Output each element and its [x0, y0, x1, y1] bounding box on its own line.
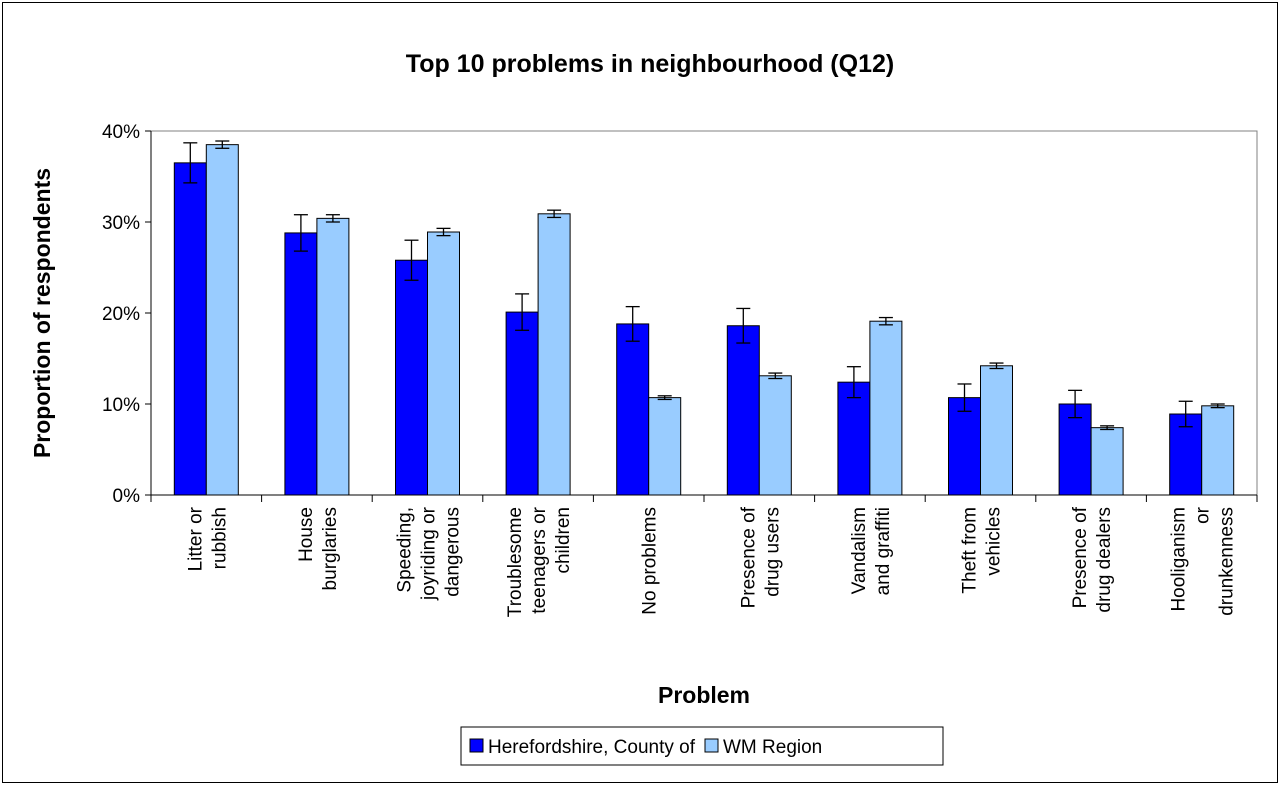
legend-swatch: [470, 739, 483, 752]
bar: [396, 260, 428, 495]
x-tick-label: House burglaries: [296, 507, 341, 590]
x-tick-label-line: House: [296, 507, 317, 562]
x-tick-label-line: teenagers or: [529, 506, 550, 613]
bar: [428, 232, 460, 495]
bar: [506, 312, 538, 495]
legend: Herefordshire, County of WM Region: [461, 727, 943, 765]
bar: [317, 218, 349, 495]
bar: [206, 145, 238, 495]
bar: [649, 398, 681, 495]
x-tick-label: Speeding, joyriding or dangerous: [395, 506, 464, 601]
bar: [1091, 428, 1123, 495]
x-tick-label-line: or: [1193, 506, 1214, 524]
x-tick-label: Theft from vehicles: [960, 507, 1005, 594]
bar: [538, 214, 570, 495]
bar: [838, 382, 870, 495]
x-tick-label-line: Litter or: [185, 506, 206, 571]
x-tick-label-line: joyriding or: [419, 506, 440, 601]
x-tick-label-line: Theft from: [960, 507, 981, 594]
y-tick-label: 40%: [102, 122, 140, 143]
x-axis-title: Problem: [658, 682, 750, 708]
y-tick-label: 20%: [102, 304, 140, 325]
x-tick-label: Hooliganism or drunkenness: [1169, 506, 1238, 615]
x-tick-label: Troublesome teenagers or children: [505, 506, 574, 617]
bar: [759, 376, 791, 495]
chart-title: Top 10 problems in neighbourhood (Q12): [406, 50, 894, 78]
x-tick-label: No problems: [640, 507, 661, 615]
bar: [1202, 406, 1234, 495]
legend-label: Herefordshire, County of: [488, 737, 696, 758]
x-tick-label-line: Speeding,: [395, 507, 416, 593]
plot-area: 0% 10% 20% 30% 40% Litter or rubbish House burgl…: [102, 122, 1257, 617]
x-tick-label-line: Presence of: [1070, 506, 1091, 608]
x-tick-label: Presence of drug dealers: [1070, 506, 1115, 612]
bar: [870, 321, 902, 495]
y-axis-title: Proportion of respondents: [29, 168, 55, 458]
bar: [727, 326, 759, 495]
x-tick-label-line: rubbish: [209, 507, 230, 569]
x-tick-label-line: and graffiti: [873, 507, 894, 595]
x-tick-label-line: Troublesome: [505, 507, 526, 617]
bar: [174, 163, 206, 495]
bar: [285, 233, 317, 495]
x-tick-label-line: Presence of: [738, 506, 759, 608]
x-tick-label: Vandalism and graffiti: [849, 507, 894, 595]
x-tick-label-line: drug users: [762, 507, 783, 597]
x-tick-label-line: No problems: [640, 507, 661, 615]
x-tick-label: Presence of drug users: [738, 506, 783, 608]
x-tick-label-line: burglaries: [320, 507, 341, 590]
x-tick-label-line: Vandalism: [849, 507, 870, 594]
x-tick-label-line: children: [553, 507, 574, 574]
x-tick-label-line: drunkenness: [1217, 507, 1238, 616]
x-tick-label-line: Hooliganism: [1169, 507, 1190, 612]
y-tick-label: 0%: [113, 486, 141, 507]
bar: [949, 398, 981, 495]
x-tick-label-line: vehicles: [984, 507, 1005, 576]
y-tick-label: 10%: [102, 395, 140, 416]
x-tick-label-line: drug dealers: [1094, 507, 1115, 613]
x-tick-label-line: dangerous: [443, 507, 464, 597]
x-tick-label: Litter or rubbish: [185, 506, 230, 571]
bar: [617, 324, 649, 495]
legend-swatch: [705, 739, 718, 752]
bar: [981, 366, 1013, 495]
legend-label: WM Region: [723, 737, 822, 758]
y-tick-label: 30%: [102, 213, 140, 234]
